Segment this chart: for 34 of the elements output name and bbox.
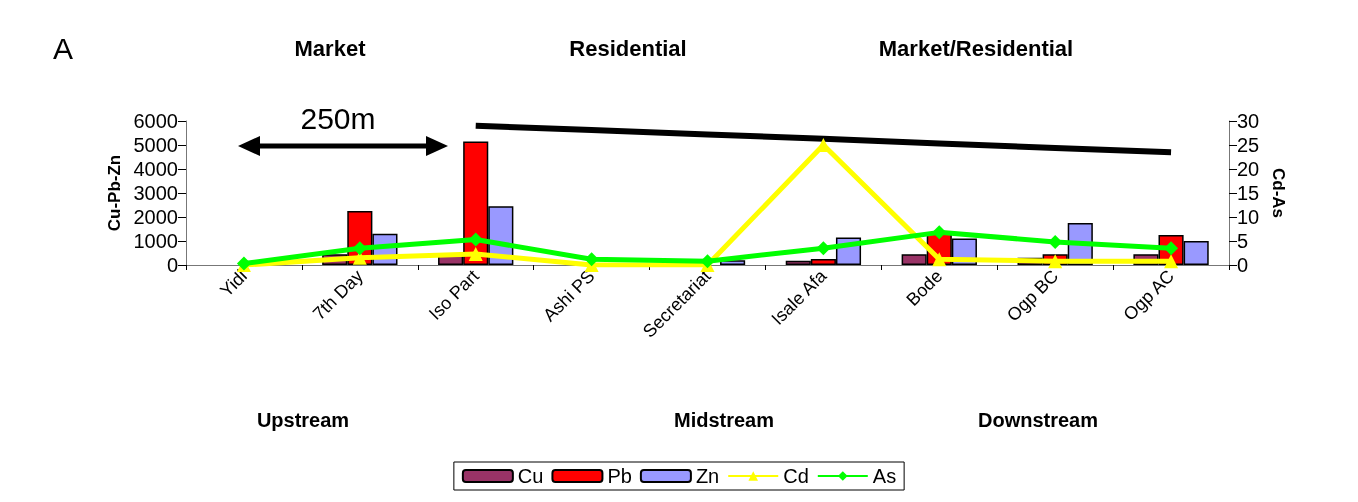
y-tick-label: 2000 [133, 206, 178, 228]
y-tick-label: 6000 [133, 110, 178, 132]
y-tick-label: 5000 [133, 134, 178, 156]
legend-label: Zn [695, 465, 720, 487]
y2-tick-label: 15 [1237, 182, 1260, 204]
y-tick-label: 4000 [133, 158, 178, 180]
x-tick-label: Ogp BC [1002, 265, 1063, 326]
text: Midstream [673, 409, 775, 431]
x-tick-label: Yidi [216, 265, 252, 301]
x-tick-label: Iso Part [424, 265, 483, 324]
text: A [52, 31, 74, 65]
y-tick-label: 0 [166, 254, 178, 276]
y2-tick-label: 25 [1237, 134, 1260, 156]
annotation: 250m [300, 101, 376, 135]
text: Downstream [977, 409, 1099, 431]
y2-tick-label: 10 [1237, 206, 1260, 228]
y-tick-label: 3000 [133, 182, 178, 204]
text: Residential [569, 35, 687, 61]
x-tick-label: Ogp AC [1119, 265, 1179, 325]
y-tick-label: 1000 [133, 230, 178, 252]
y2-tick-label: 20 [1237, 158, 1260, 180]
legend-label: Cd [783, 465, 809, 487]
y2-tick-label: 0 [1237, 254, 1249, 276]
y-axis-title: Cu-Pb-Zn [104, 154, 124, 232]
y2-tick-label: 30 [1237, 110, 1260, 132]
text: Market/Residential [878, 35, 1074, 61]
x-tick-label: 7th Day [308, 265, 367, 324]
legend-label: Cu [517, 465, 544, 487]
text: Upstream [256, 409, 350, 431]
legend-label: As [872, 465, 897, 487]
legend-label: Pb [607, 465, 632, 487]
text: Market [294, 35, 367, 61]
y2-tick-label: 5 [1237, 230, 1249, 252]
y2-axis-title: Cd-As [1269, 167, 1289, 219]
